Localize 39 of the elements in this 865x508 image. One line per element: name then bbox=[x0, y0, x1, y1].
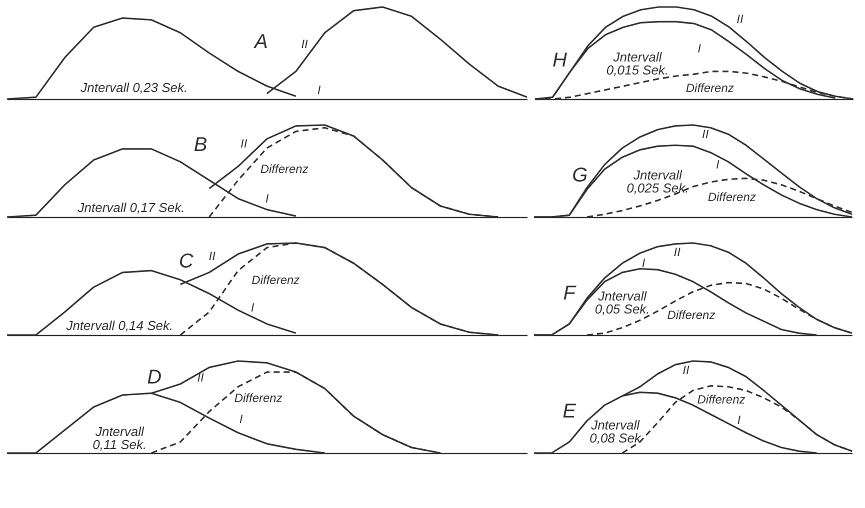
annotation: C bbox=[178, 250, 194, 272]
annotation: Jntervall 0,17 Sek. bbox=[76, 200, 185, 215]
annotation: G bbox=[572, 164, 588, 187]
series-label: II bbox=[240, 136, 248, 150]
series-label: Differenz bbox=[708, 190, 756, 204]
series-label: II bbox=[197, 370, 205, 385]
series-label: I bbox=[716, 158, 720, 172]
annotation: Jntervall 0,015 Sek. bbox=[606, 50, 669, 78]
series-label: I bbox=[239, 412, 244, 426]
series-label: II bbox=[208, 248, 216, 263]
series-label: II bbox=[301, 36, 309, 51]
series-label: Differenz bbox=[260, 162, 308, 176]
annotation: Jntervall 0,08 Sek bbox=[590, 417, 642, 446]
series-label: II bbox=[674, 245, 682, 260]
series-label: I bbox=[317, 82, 322, 97]
annotation: H bbox=[552, 49, 568, 72]
annotation: Jntervall 0,025 Sek. bbox=[626, 168, 689, 196]
annotation: Jntervall 0,05 Sek. bbox=[594, 288, 650, 316]
series-label: I bbox=[250, 300, 255, 314]
series-label: Differenz bbox=[234, 390, 282, 405]
series-label: II bbox=[682, 363, 690, 378]
series-label: I bbox=[698, 41, 702, 56]
series-label: Differenz bbox=[667, 308, 716, 322]
series-label: II bbox=[702, 127, 710, 142]
annotation: Jntervall 0,14 Sek. bbox=[65, 318, 174, 333]
series-label: Differenz bbox=[686, 80, 734, 95]
series-label: I bbox=[737, 412, 742, 427]
annotation: A bbox=[254, 30, 268, 53]
annotation: Jntervall 0,23 Sek. bbox=[80, 80, 188, 95]
series-label: II bbox=[736, 12, 744, 26]
annotation: D bbox=[147, 366, 162, 389]
series-label: I bbox=[642, 256, 646, 270]
annotation: B bbox=[194, 134, 208, 156]
annotation: F bbox=[563, 282, 578, 305]
annotation: E bbox=[562, 400, 577, 423]
series-label: Differenz bbox=[697, 392, 746, 407]
series-label: I bbox=[265, 192, 270, 206]
annotation: Jntervall 0,11 Sek. bbox=[92, 424, 147, 452]
series-label: Differenz bbox=[252, 272, 300, 287]
